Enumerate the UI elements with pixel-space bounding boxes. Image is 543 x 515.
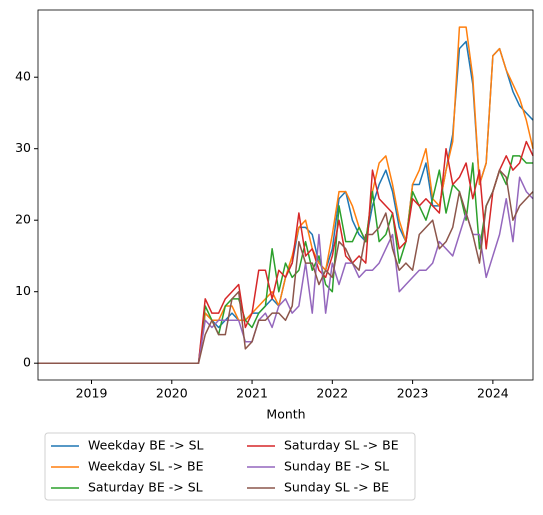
- x-tick-label: 2022: [316, 386, 348, 401]
- plot-frame: [37, 9, 534, 381]
- legend-label: Sunday BE -> SL: [284, 459, 389, 474]
- y-tick-label: 30: [15, 140, 31, 155]
- series-line: [38, 140, 534, 364]
- x-tick-label: 2021: [236, 386, 268, 401]
- series-line: [38, 169, 534, 364]
- legend-label: Sunday SL -> BE: [284, 480, 389, 495]
- legend-label: Saturday BE -> SL: [88, 480, 203, 495]
- series-line: [38, 155, 533, 364]
- series-line: [38, 40, 534, 364]
- y-tick-label: 0: [23, 355, 31, 370]
- x-tick-label: 2020: [156, 386, 188, 401]
- x-axis-label: Month: [266, 407, 305, 422]
- x-tick-label: 2024: [477, 386, 509, 401]
- legend-box: [44, 432, 416, 501]
- y-tick-label: 40: [15, 69, 31, 84]
- x-tick-label: 2019: [76, 386, 108, 401]
- legend-label: Saturday SL -> BE: [284, 438, 399, 453]
- legend-label: Weekday BE -> SL: [88, 438, 204, 453]
- y-tick-label: 10: [15, 283, 31, 298]
- series-line: [38, 176, 534, 364]
- x-tick-label: 2023: [397, 386, 429, 401]
- legend-label: Weekday SL -> BE: [88, 459, 204, 474]
- y-tick-label: 20: [15, 212, 31, 227]
